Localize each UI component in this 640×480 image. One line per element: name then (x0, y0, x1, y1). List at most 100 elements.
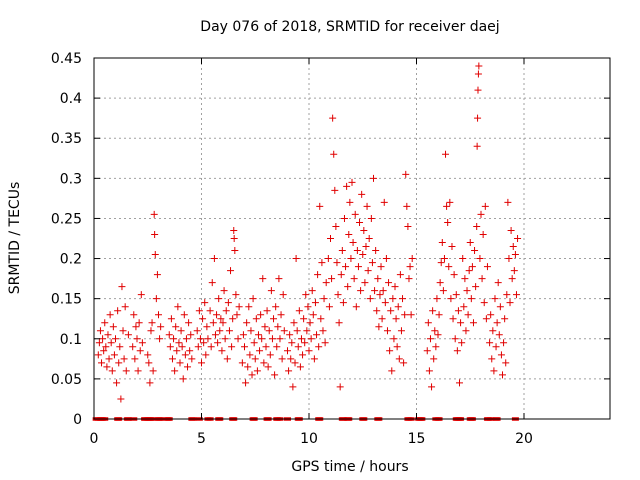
data-point (228, 343, 236, 351)
data-point (496, 303, 504, 311)
data-point (302, 291, 310, 299)
data-point (458, 339, 466, 347)
y-tick-label: 0 (73, 412, 82, 428)
data-point (151, 230, 159, 238)
data-point (376, 291, 384, 299)
data-point (368, 259, 376, 267)
data-point (327, 235, 334, 242)
data-point (206, 307, 214, 315)
data-point (118, 283, 126, 291)
data-point (266, 351, 274, 359)
data-point (250, 339, 258, 347)
data-point (136, 347, 144, 355)
data-point (287, 355, 295, 363)
data-point (380, 198, 388, 206)
data-point (248, 371, 256, 379)
data-point (335, 319, 343, 327)
data-point (349, 239, 357, 247)
y-tick-label: 0.45 (51, 51, 82, 67)
x-tick-labels: 0 5 10 15 20 (90, 431, 533, 447)
data-point (477, 210, 485, 218)
data-point (509, 243, 517, 251)
data-point (325, 303, 333, 311)
data-point (202, 351, 210, 359)
data-point (243, 319, 251, 327)
data-point (207, 343, 215, 351)
data-point (348, 178, 356, 186)
data-point (195, 307, 203, 315)
data-point (96, 327, 104, 335)
data-point (121, 303, 129, 311)
data-point (387, 307, 395, 315)
data-point (157, 323, 165, 331)
data-point (285, 367, 293, 375)
y-tick-labels: 0 0.05 0.1 0.15 0.2 0.25 0.3 0.35 0.4 0.45 (51, 51, 82, 428)
data-point (336, 383, 344, 391)
data-point (259, 275, 267, 283)
data-point (510, 267, 518, 275)
data-point (201, 299, 209, 307)
data-point (178, 343, 186, 351)
data-point (406, 263, 414, 271)
data-point (337, 271, 345, 279)
data-point (186, 347, 194, 355)
data-point (491, 295, 499, 303)
data-point (454, 307, 462, 315)
data-point (303, 327, 311, 335)
data-point (512, 291, 520, 299)
data-point (432, 343, 440, 351)
data-point (119, 327, 127, 335)
data-point (430, 355, 438, 363)
data-point (507, 226, 515, 234)
data-point (294, 343, 302, 351)
data-point (213, 311, 221, 319)
data-point (223, 355, 231, 363)
data-point (288, 339, 296, 347)
y-tick-label: 0.25 (51, 211, 82, 227)
data-point (382, 255, 390, 263)
data-point (350, 275, 358, 283)
data-point (386, 347, 394, 355)
data-point (450, 271, 458, 279)
data-point (385, 279, 393, 287)
data-point (217, 315, 225, 323)
y-tick-label: 0.1 (60, 332, 82, 348)
y-tick-label: 0.05 (51, 372, 82, 388)
data-points (92, 62, 522, 421)
data-point (431, 327, 439, 335)
data-point (188, 355, 196, 363)
data-point (300, 315, 308, 323)
data-point (309, 311, 317, 319)
data-point (230, 226, 238, 234)
data-point (254, 331, 262, 339)
data-point (175, 339, 183, 347)
data-point (208, 279, 216, 287)
data-point (319, 327, 327, 335)
data-point (112, 335, 119, 343)
data-point (310, 355, 318, 363)
data-point (395, 355, 403, 363)
data-point (131, 355, 139, 363)
data-point (172, 323, 180, 331)
y-tick-label: 0.35 (51, 131, 82, 147)
data-point (147, 327, 155, 335)
data-point (193, 327, 201, 335)
y-tick-label: 0.2 (60, 252, 82, 268)
data-point (166, 343, 174, 351)
data-point (138, 339, 146, 347)
data-point (230, 235, 238, 242)
data-point (168, 355, 176, 363)
data-point (330, 150, 338, 158)
data-point (449, 315, 457, 323)
data-point (135, 319, 143, 327)
data-point (436, 279, 444, 287)
data-point (394, 303, 402, 311)
data-point (467, 295, 475, 303)
data-point (109, 323, 117, 331)
data-point (465, 267, 473, 275)
data-point (256, 347, 264, 355)
data-point (271, 371, 279, 379)
data-point (442, 150, 450, 158)
data-point (265, 327, 273, 335)
data-point (264, 363, 272, 371)
